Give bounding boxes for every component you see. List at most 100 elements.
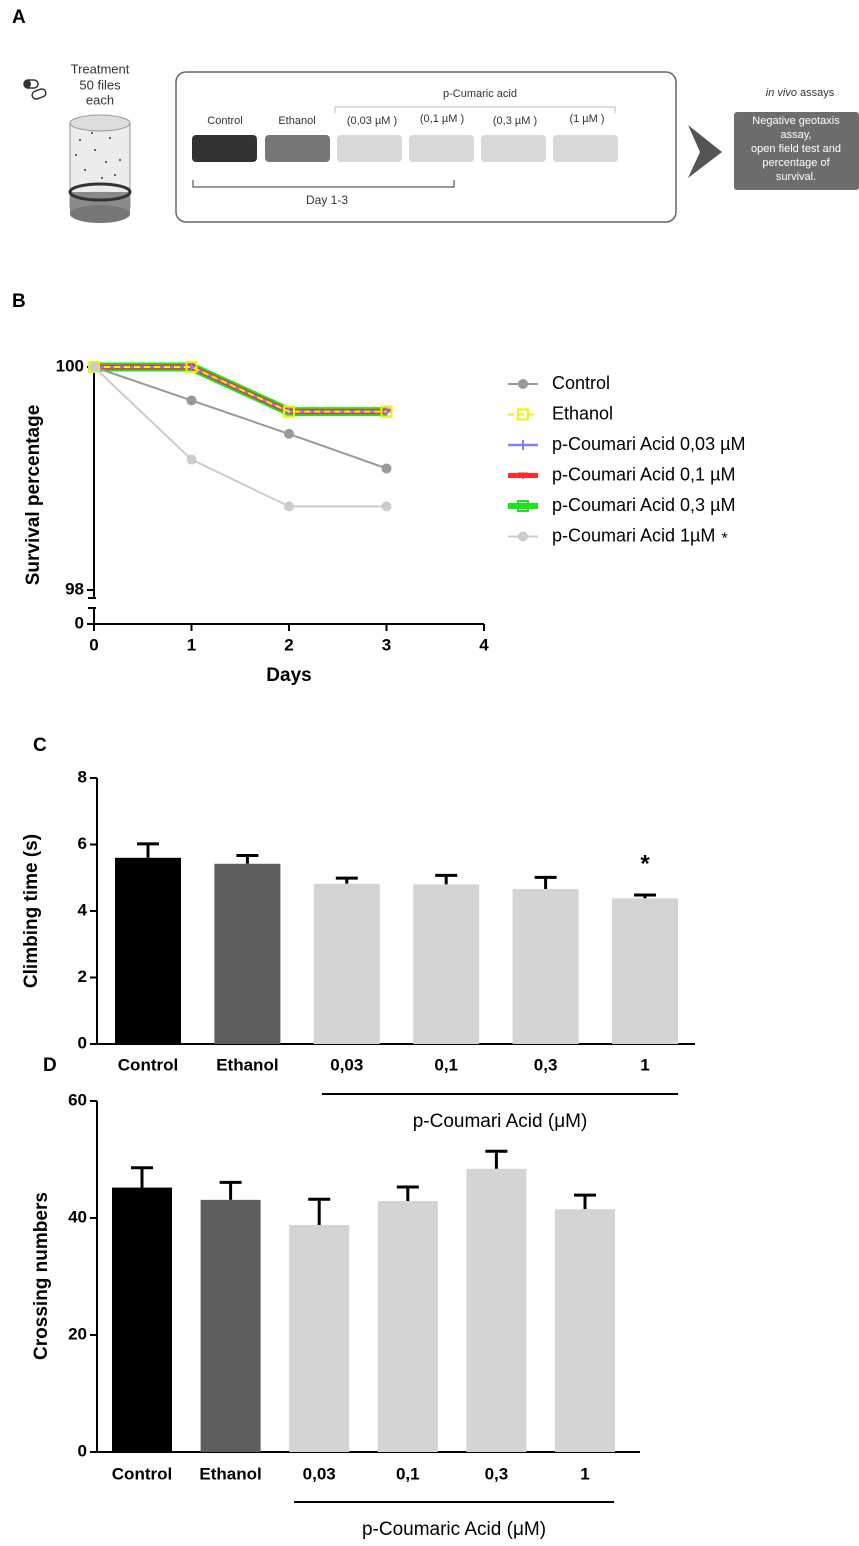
bar-chart: D 0 20 40 60 Crossing numbers Control Ethanol 0,… xyxy=(31,1055,640,1540)
x-tick-label: 1 xyxy=(187,635,196,654)
assays-line: Negative geotaxis xyxy=(752,115,840,127)
x-tick-label: 3 xyxy=(382,635,391,654)
x-tick-label: 0,3 xyxy=(485,1464,509,1483)
series-line xyxy=(93,366,387,508)
assays-italic: in vivo xyxy=(766,87,797,99)
assays-line: open field test and xyxy=(751,143,841,155)
bar xyxy=(313,883,380,1044)
y-tick-label: 0 xyxy=(78,1441,87,1460)
vial-top xyxy=(69,114,131,132)
series-line xyxy=(94,366,387,413)
treatment-box xyxy=(337,135,402,162)
x-tick-label: 1 xyxy=(580,1464,589,1483)
line-chart: B 0 98 100 0 1 2 3 4 Days Survival percentage Contr… xyxy=(12,291,745,686)
y-tick-label: 2 xyxy=(78,967,87,986)
marker xyxy=(284,501,294,512)
vial-ring xyxy=(68,182,132,202)
column-label: (0,1 µM ) xyxy=(420,113,464,125)
assays-box xyxy=(734,112,859,190)
column-label: (0,3 µM ) xyxy=(493,115,537,127)
pill-icon xyxy=(24,80,31,88)
bar xyxy=(512,889,579,1044)
annotation: * xyxy=(640,850,650,877)
series-line xyxy=(93,366,387,470)
marker xyxy=(186,454,197,465)
legend-label: p-Coumari Acid 1µM xyxy=(552,525,715,545)
bar xyxy=(413,884,480,1044)
period-bracket xyxy=(192,180,455,188)
bar xyxy=(612,898,678,1044)
x-tick-label: Ethanol xyxy=(216,1055,278,1074)
panel-label: B xyxy=(12,291,26,312)
treatment-text: Treatment xyxy=(71,61,130,76)
bar xyxy=(112,1187,172,1452)
y-tick-label: 6 xyxy=(78,834,87,853)
assays-line: assay, xyxy=(781,129,812,141)
x-tick-label: 4 xyxy=(479,635,489,654)
marker xyxy=(89,362,99,372)
assays-label: in vivo assays xyxy=(766,87,835,99)
treatment-box xyxy=(409,135,474,162)
x-tick-label: 0,3 xyxy=(534,1055,558,1074)
y-axis-title: Climbing time (s) xyxy=(21,834,42,988)
legend-label: p-Coumari Acid 0,1 µM xyxy=(552,464,735,484)
flies xyxy=(75,132,121,179)
x-tick-label: Control xyxy=(118,1055,178,1074)
bar xyxy=(555,1209,615,1452)
y-tick-label: 0 xyxy=(75,613,84,632)
treatment-text: 50 files xyxy=(79,77,121,92)
y-tick-label: 8 xyxy=(78,767,87,786)
marker xyxy=(186,395,197,406)
y-tick-label: 98 xyxy=(65,579,84,598)
treatment-box xyxy=(192,135,257,162)
y-tick-label: 0 xyxy=(78,1033,87,1052)
marker xyxy=(185,361,198,373)
arrow xyxy=(688,125,722,178)
vial-bottom xyxy=(70,205,130,223)
panel-a: A Treatment 50 files each p-Cumaric acid… xyxy=(12,7,859,223)
y-tick-label: 60 xyxy=(68,1090,87,1109)
assays-line: percentage of xyxy=(762,157,830,169)
marker xyxy=(518,379,528,389)
legend-label: p-Coumari Acid 0,3 µM xyxy=(552,495,735,515)
marker xyxy=(517,408,529,421)
treatment-text: each xyxy=(86,92,114,107)
legend-label: Control xyxy=(552,373,610,393)
x-tick-label: 0,03 xyxy=(303,1464,336,1483)
pill-icon xyxy=(31,88,47,100)
legend-label: Ethanol xyxy=(552,403,613,423)
panel-label: D xyxy=(43,1055,57,1076)
bar xyxy=(289,1225,350,1452)
marker xyxy=(284,428,294,439)
y-tick-label: 100 xyxy=(56,356,84,375)
group-label: p-Coumaric Acid (μM) xyxy=(362,1519,546,1540)
assays-box-text: Negative geotaxis assay, open field test… xyxy=(751,115,841,183)
marker xyxy=(518,531,528,542)
x-tick-label: 2 xyxy=(284,635,293,654)
column-label: Ethanol xyxy=(278,115,315,127)
y-axis-title: Crossing numbers xyxy=(31,1192,52,1360)
x-tick-label: Control xyxy=(112,1464,172,1483)
group-label: p-Coumari Acid (μM) xyxy=(413,1111,588,1132)
bar xyxy=(377,1201,438,1452)
marker xyxy=(381,463,392,474)
marker xyxy=(283,405,295,418)
x-tick-label: 0,1 xyxy=(396,1464,420,1483)
y-tick-label: 4 xyxy=(78,900,88,919)
column-label: (1 µM ) xyxy=(569,113,604,125)
marker xyxy=(518,472,528,480)
bar-chart: C 0 2 4 6 8 Climbing time (s) Control Ethanol 0,0… xyxy=(21,735,695,1132)
panel-label: A xyxy=(12,7,26,28)
x-tick-label: 0,03 xyxy=(330,1055,363,1074)
x-tick-label: 1 xyxy=(640,1055,649,1074)
bar xyxy=(200,1199,261,1452)
group-label: p-Cumaric acid xyxy=(443,88,517,100)
bar xyxy=(466,1168,527,1452)
marker xyxy=(518,440,528,450)
bar xyxy=(115,857,181,1044)
annotation: * xyxy=(721,531,727,548)
panel-label: C xyxy=(33,735,47,756)
assays-line: survival. xyxy=(776,171,816,183)
marker xyxy=(517,500,529,512)
x-tick-label: 0,1 xyxy=(434,1055,458,1074)
